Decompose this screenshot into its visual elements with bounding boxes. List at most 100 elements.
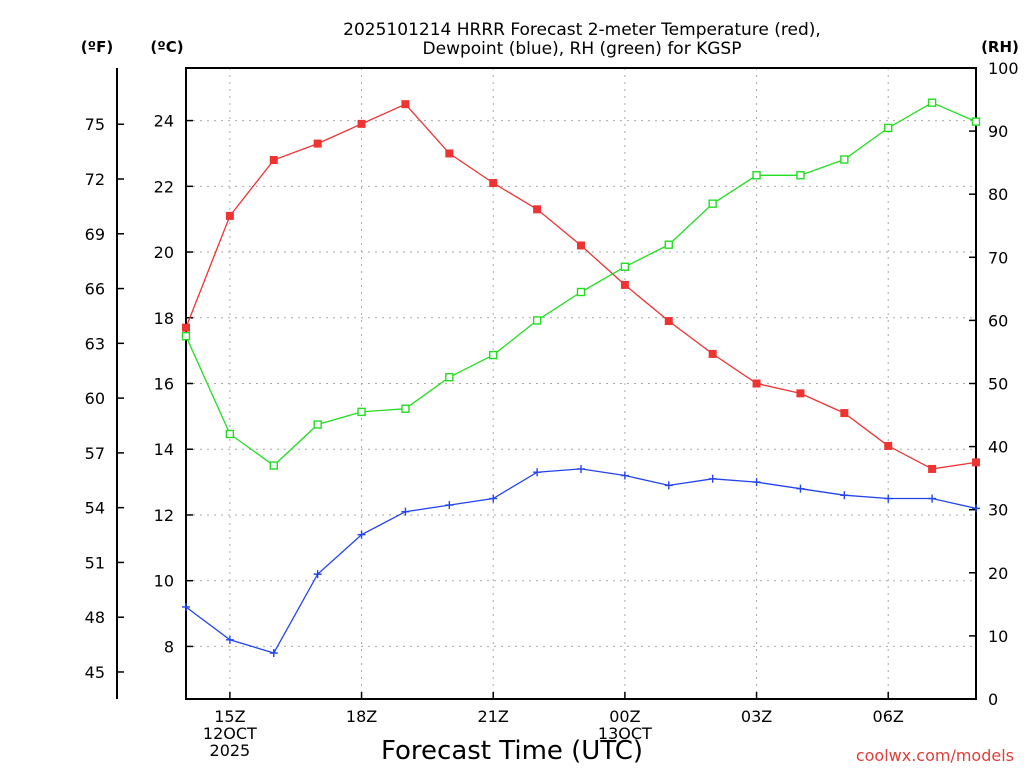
- chart-title-line-2: Dewpoint (blue), RH (green) for KGSP: [423, 39, 742, 59]
- rh-point: [971, 117, 981, 126]
- rh-tick-label: 40: [988, 438, 1008, 457]
- fahrenheit-tick-label: 69: [85, 225, 105, 244]
- temperature-point: [972, 458, 980, 467]
- temperature-point: [796, 389, 805, 398]
- celsius-tick-label: 12: [154, 506, 174, 525]
- temperature-point: [225, 211, 234, 220]
- x-tick-label: 18Z: [346, 707, 377, 726]
- rh-point: [796, 171, 805, 180]
- dewpoint-point: [313, 570, 322, 579]
- rh-point: [357, 407, 366, 417]
- celsius-tick-label: 22: [154, 177, 174, 196]
- fahrenheit-tick-label: 75: [85, 115, 105, 134]
- dewpoint-point: [840, 491, 849, 500]
- rh-tick-label: 100: [988, 59, 1019, 78]
- temperature-point: [708, 349, 717, 358]
- fahrenheit-tick-label: 51: [85, 553, 105, 572]
- celsius-tick-label: 18: [154, 309, 174, 328]
- temperature-point: [489, 179, 498, 188]
- rh-tick-label: 50: [988, 375, 1008, 394]
- celsius-tick-label: 8: [164, 637, 174, 656]
- celsius-tick-label: 16: [154, 375, 174, 394]
- rh-tick-label: 0: [988, 690, 998, 709]
- dewpoint-point: [445, 501, 454, 510]
- rh-tick-label: 60: [988, 311, 1008, 330]
- temperature-point: [445, 149, 454, 158]
- rh-point: [401, 404, 410, 413]
- rh-tick-label: 20: [988, 564, 1008, 583]
- rh-point: [313, 420, 322, 429]
- temperature-point: [269, 156, 278, 165]
- temperature-point: [313, 139, 322, 148]
- rh-point: [445, 372, 454, 382]
- temperature-point: [928, 464, 937, 473]
- dewpoint-point: [489, 494, 498, 503]
- credit-link[interactable]: coolwx.com/models: [856, 746, 1014, 765]
- chart-title: 2025101214 HRRR Forecast 2-meter Tempera…: [343, 20, 821, 59]
- temperature-point: [577, 241, 585, 250]
- temperature-point: [182, 323, 190, 332]
- rh-tick-label: 10: [988, 627, 1008, 646]
- temperature-point: [664, 317, 673, 326]
- temperature-line: [185, 103, 977, 470]
- rh-tick-label: 80: [988, 185, 1008, 204]
- rh-point: [708, 199, 717, 208]
- plot-frame: [185, 67, 977, 700]
- rh-tick-label: 90: [988, 122, 1008, 141]
- rh-point: [927, 98, 937, 107]
- celsius-tick-label: 10: [154, 572, 174, 591]
- x-tick-label: 00Z: [609, 707, 640, 726]
- rh-series: [181, 98, 981, 470]
- rh-point: [752, 171, 761, 180]
- dewpoint-point: [708, 474, 717, 483]
- dewpoint-point: [401, 507, 410, 516]
- temperature-point: [752, 379, 761, 388]
- dewpoint-point: [752, 478, 761, 487]
- temperature-point: [840, 409, 849, 418]
- fahrenheit-tick-label: 45: [85, 663, 105, 682]
- rh-point: [269, 461, 278, 470]
- chart-title-line-1: 2025101214 HRRR Forecast 2-meter Tempera…: [343, 20, 821, 40]
- rh-tick-label: 70: [988, 248, 1008, 267]
- rh-point: [576, 287, 586, 297]
- dewpoint-point: [928, 494, 937, 503]
- fahrenheit-tick-label: 66: [85, 280, 105, 299]
- celsius-unit-label: (ºC): [150, 38, 183, 56]
- dewpoint-point: [533, 468, 542, 477]
- temperature-point: [620, 280, 629, 289]
- rh-point: [225, 429, 235, 439]
- dewpoint-point: [357, 530, 366, 539]
- rh-point: [840, 155, 849, 164]
- rh-tick-label: 30: [988, 501, 1008, 520]
- x-tick-label: 2025: [210, 741, 251, 760]
- dewpoint-point: [620, 471, 629, 480]
- dewpoint-point: [225, 635, 234, 644]
- fahrenheit-tick-label: 60: [85, 389, 105, 408]
- temperature-point: [884, 441, 893, 450]
- rh-point: [664, 240, 673, 249]
- x-tick-label: 06Z: [873, 707, 904, 726]
- dewpoint-series: [182, 464, 980, 657]
- series-layer: [181, 98, 981, 657]
- temperature-series: [182, 100, 980, 473]
- dewpoint-point: [972, 504, 980, 513]
- celsius-tick-label: 14: [154, 440, 174, 459]
- rh-point: [620, 262, 630, 271]
- temperature-point: [357, 119, 366, 128]
- temperature-point: [533, 205, 542, 214]
- dewpoint-point: [796, 484, 805, 493]
- x-axis-label: Forecast Time (UTC): [381, 736, 643, 766]
- celsius-tick-label: 24: [154, 112, 174, 131]
- dewpoint-point: [182, 602, 190, 611]
- fahrenheit-tick-label: 54: [85, 499, 105, 518]
- rh-point: [181, 331, 191, 341]
- gridlines: [186, 68, 976, 699]
- temperature-point: [401, 100, 410, 109]
- dewpoint-point: [269, 648, 278, 657]
- fahrenheit-tick-label: 63: [85, 334, 105, 353]
- dewpoint-point: [664, 481, 673, 490]
- rh-point: [489, 350, 498, 360]
- x-tick-label: 21Z: [478, 707, 509, 726]
